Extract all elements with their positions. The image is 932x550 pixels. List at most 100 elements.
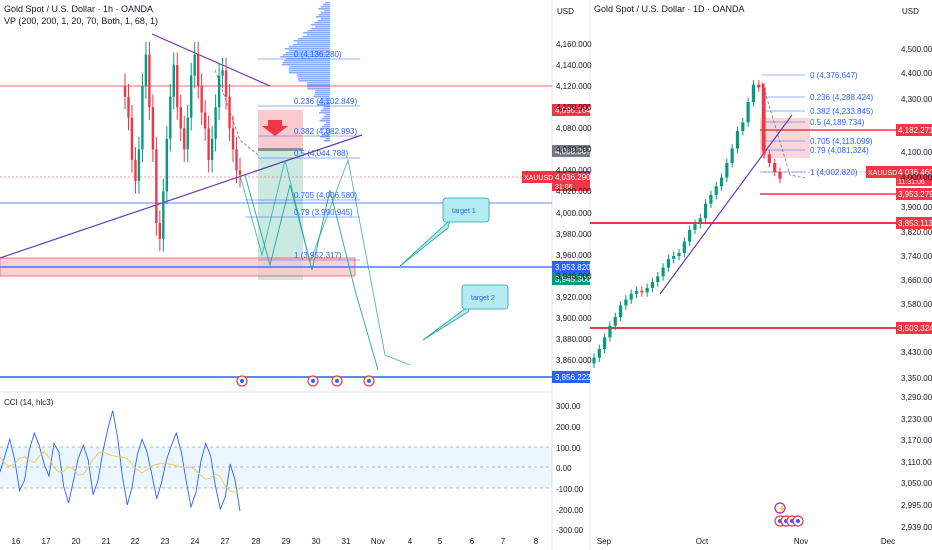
candle-body <box>193 54 196 76</box>
target-2-label: target 2 <box>471 295 495 302</box>
economic-event-icon[interactable] <box>363 375 375 387</box>
fib-level-label: 0.5 (4,044.788) <box>294 149 349 158</box>
candle-body <box>176 65 179 108</box>
candle-body <box>741 122 745 132</box>
candle-body <box>735 131 740 149</box>
vp-bar <box>289 66 330 68</box>
vp-bar <box>320 98 330 100</box>
cci-label: CCI (14, hlc3) <box>4 398 54 407</box>
candle-body <box>130 117 134 160</box>
candle-body <box>144 54 148 87</box>
cci-tick: 300.00 <box>556 402 581 411</box>
left-price-tag: 4,096.164 <box>552 104 591 116</box>
left-price-tag: 4,058.367 <box>552 145 591 157</box>
candle-body <box>123 86 127 97</box>
candle-body <box>618 305 623 317</box>
target-1-callout <box>399 197 490 267</box>
left-price-tag: 3,953.820 <box>552 261 591 273</box>
candle-body <box>217 75 221 108</box>
right-price-tick: 4,300.000 <box>901 95 932 104</box>
target-1-label: target 1 <box>452 208 476 215</box>
vp-bar <box>306 34 330 36</box>
fib-retracement-right <box>762 74 805 173</box>
right-symbol-tag: XAUUSD <box>866 166 897 178</box>
vp-bar <box>297 74 330 76</box>
lightning-icon[interactable]: ⚡ <box>774 502 786 514</box>
svg-text:4,182.271: 4,182.271 <box>898 126 932 135</box>
vp-bar <box>318 102 330 104</box>
right-price-tick: 3,110.000 <box>901 458 932 467</box>
vp-bar <box>321 118 330 120</box>
candle-body <box>672 256 676 259</box>
vp-bar <box>314 22 330 24</box>
event-markers <box>236 375 375 387</box>
candle-body <box>148 54 151 108</box>
left-x-tick: 5 <box>438 537 443 546</box>
right-price-tag: 4,182.271 <box>896 124 932 136</box>
left-price-tick: 4,040.000 <box>556 166 592 175</box>
vp-bar <box>315 16 330 18</box>
candle-body <box>231 128 235 150</box>
cci-tick: 200.00 <box>556 423 581 432</box>
candle-body <box>704 203 708 219</box>
candle-body <box>210 138 214 160</box>
left-x-tick: 20 <box>72 537 81 546</box>
svg-text:4,096.164: 4,096.164 <box>555 106 591 115</box>
vp-bar <box>315 90 330 92</box>
candle-body <box>186 117 189 150</box>
vp-bar <box>320 110 330 112</box>
candle-body <box>141 86 144 150</box>
vp-bar <box>325 2 330 4</box>
candle-body <box>196 54 200 87</box>
target-2-callout <box>422 284 509 341</box>
left-currency-label: USD <box>557 7 574 16</box>
cci-signal <box>0 451 241 493</box>
right-price-tick: 2,939.000 <box>901 523 932 532</box>
svg-text:XAUUSD: XAUUSD <box>868 170 897 177</box>
economic-event-icon[interactable] <box>331 375 343 387</box>
vp-bar <box>314 92 330 94</box>
right-price-tick: 4,100.000 <box>901 148 932 157</box>
cci-band <box>0 447 552 488</box>
vp-bar <box>325 114 330 116</box>
right-price-tick: 4,000.000 <box>901 173 932 182</box>
triangle-upper-trendline <box>151 33 271 87</box>
candle-body <box>238 170 242 175</box>
svg-text:4,036.460: 4,036.460 <box>898 168 932 177</box>
right-price-tick: 3,430.000 <box>901 348 932 357</box>
candle-body <box>608 325 612 338</box>
economic-event-icon[interactable] <box>792 515 804 527</box>
candle-body <box>134 159 137 181</box>
vp-bar <box>307 88 330 90</box>
economic-event-icon[interactable] <box>307 375 319 387</box>
left-x-tick: 24 <box>191 537 200 546</box>
vp-bar <box>320 18 330 20</box>
svg-text:3,503.324: 3,503.324 <box>898 324 932 333</box>
vp-bar <box>319 136 330 138</box>
right-x-tick: Dec <box>881 537 895 546</box>
svg-text:XAUUSD: XAUUSD <box>524 175 553 182</box>
vp-bar <box>325 122 330 124</box>
vp-bar <box>319 112 330 114</box>
vp-bar <box>292 44 330 46</box>
vp-bar <box>314 94 330 96</box>
candle-body <box>228 96 231 129</box>
candle-body <box>682 241 686 254</box>
economic-event-icon[interactable] <box>236 375 248 387</box>
vp-bar <box>293 40 330 42</box>
vp-bar <box>298 80 330 82</box>
vp-bar <box>303 32 330 34</box>
cci-tick: 100.00 <box>556 444 581 453</box>
candle-body <box>677 253 681 256</box>
vp-bar <box>302 36 330 38</box>
fib-level-label: 0.705 (4,006.580) <box>294 191 357 200</box>
candle-body <box>224 70 228 97</box>
vp-bar <box>280 56 330 58</box>
left-indicator-label: VP (200, 200, 1, 20, 70, Both, 1, 68, 1) <box>4 16 158 26</box>
vp-bar <box>297 78 330 80</box>
fib-level-label: 0.79 (4,081.324) <box>810 146 869 155</box>
left-x-tick: 7 <box>501 537 506 546</box>
vp-bar <box>310 24 330 26</box>
vp-bar <box>297 38 330 40</box>
left-price-tick: 3,940.000 <box>556 272 592 281</box>
